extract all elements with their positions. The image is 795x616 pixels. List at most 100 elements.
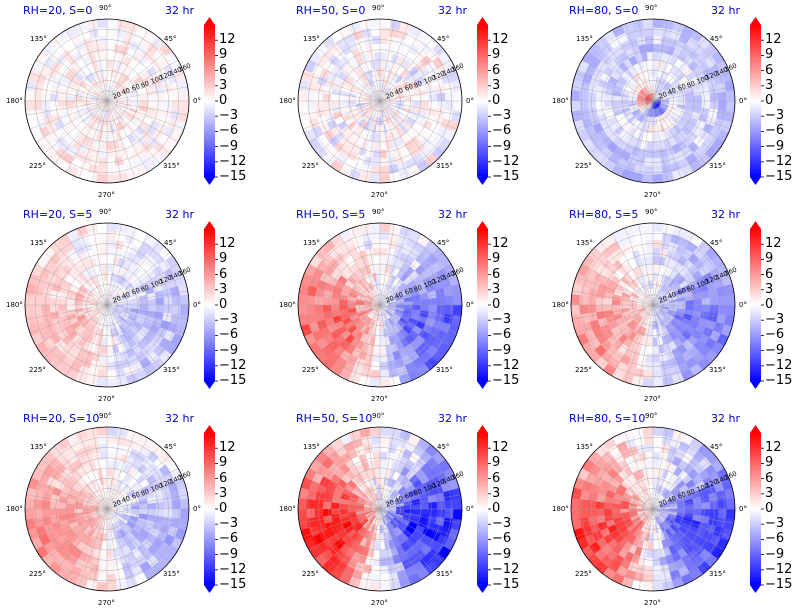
heat-cell xyxy=(429,305,438,312)
heat-cell xyxy=(453,305,462,316)
heat-cell xyxy=(373,150,380,159)
heat-cell xyxy=(107,27,117,36)
heat-cell xyxy=(140,101,148,106)
heat-cell xyxy=(107,166,117,175)
colorbar-extend-min xyxy=(204,381,215,389)
heat-cell xyxy=(100,44,107,53)
heat-cell xyxy=(429,298,438,305)
heat-cell xyxy=(653,378,664,387)
heat-cell xyxy=(180,305,189,316)
heat-cell xyxy=(107,378,118,387)
heat-cell xyxy=(33,91,42,101)
heat-cell xyxy=(653,150,660,159)
heat-cell xyxy=(380,231,390,240)
heat-cell xyxy=(97,166,107,175)
heat-cell xyxy=(579,305,588,315)
heat-cell xyxy=(298,294,307,305)
panel-4 xyxy=(25,221,218,389)
heat-cell xyxy=(445,305,454,315)
heat-cell xyxy=(380,19,391,28)
heat-cell xyxy=(339,504,347,509)
panel-7 xyxy=(25,425,218,593)
heat-cell xyxy=(96,19,107,28)
heat-cell xyxy=(453,294,462,305)
heat-cell xyxy=(686,305,694,310)
heat-cell xyxy=(694,305,703,311)
heat-cell xyxy=(370,231,380,240)
heat-cell xyxy=(107,427,118,436)
colorbar-extend-max xyxy=(204,221,215,229)
heat-cell xyxy=(100,248,107,257)
heat-cell xyxy=(369,174,380,183)
heat-cell xyxy=(380,166,390,175)
heat-cell xyxy=(596,94,605,101)
heat-cell xyxy=(373,248,380,257)
panel-6 xyxy=(571,221,764,389)
heat-cell xyxy=(339,96,347,101)
heat-cell xyxy=(429,94,438,101)
heat-cell xyxy=(107,231,117,240)
heat-cell xyxy=(369,19,380,28)
heat-cell xyxy=(298,90,307,101)
heat-cell xyxy=(374,346,380,355)
heat-cell xyxy=(604,299,613,305)
heat-cell xyxy=(421,509,430,515)
colorbar-extend-min xyxy=(750,177,761,185)
heat-cell xyxy=(156,305,165,312)
colorbar-extend-max xyxy=(750,221,761,229)
heat-cell xyxy=(96,427,107,436)
heat-cell xyxy=(58,503,67,509)
heat-cell xyxy=(298,305,307,316)
heat-cell xyxy=(702,305,711,312)
heat-cell xyxy=(375,134,380,142)
heat-cell xyxy=(25,101,34,112)
heat-cell xyxy=(718,295,727,305)
heat-cell xyxy=(653,231,663,240)
heat-cell xyxy=(726,294,735,305)
heat-cell xyxy=(726,90,735,101)
heat-cell xyxy=(380,370,390,379)
colorbar xyxy=(204,425,218,593)
heat-cell xyxy=(107,460,113,469)
heat-cell xyxy=(642,223,653,232)
heat-cell xyxy=(653,166,663,175)
heat-cell xyxy=(172,91,181,101)
heat-cell xyxy=(107,19,118,28)
heat-cell xyxy=(453,498,462,509)
heat-cell xyxy=(647,346,653,355)
heat-cell xyxy=(596,298,605,305)
heat-cell xyxy=(107,60,112,68)
heat-cell xyxy=(107,150,114,159)
heat-cell xyxy=(642,378,653,387)
heat-cell xyxy=(306,295,315,305)
panel-9 xyxy=(571,425,764,593)
heat-cell xyxy=(107,558,114,567)
heat-cell xyxy=(445,295,454,305)
heat-cell xyxy=(140,509,148,514)
heat-cell xyxy=(421,101,430,107)
heat-cell xyxy=(50,101,59,108)
heat-cell xyxy=(323,502,332,509)
heat-cell xyxy=(380,460,386,469)
heat-cell xyxy=(156,298,165,305)
heat-cell xyxy=(718,91,727,101)
heat-cell xyxy=(369,378,380,387)
heat-cell xyxy=(380,256,386,265)
heat-cell xyxy=(380,174,391,183)
heat-cell xyxy=(380,354,387,363)
heat-cell xyxy=(96,223,107,232)
panel-8 xyxy=(298,425,491,593)
heat-cell xyxy=(413,101,421,106)
heat-cell xyxy=(25,90,34,101)
heat-cell xyxy=(694,101,703,107)
heat-cell xyxy=(58,95,67,101)
heat-cell xyxy=(596,101,605,108)
heat-cell xyxy=(107,248,114,257)
panel-1 xyxy=(25,17,218,185)
heat-cell xyxy=(339,300,347,305)
heat-cell xyxy=(646,248,653,257)
heat-cell xyxy=(380,27,390,36)
heat-cell xyxy=(370,574,380,583)
heat-cell xyxy=(718,305,727,315)
heat-cell xyxy=(148,101,157,107)
